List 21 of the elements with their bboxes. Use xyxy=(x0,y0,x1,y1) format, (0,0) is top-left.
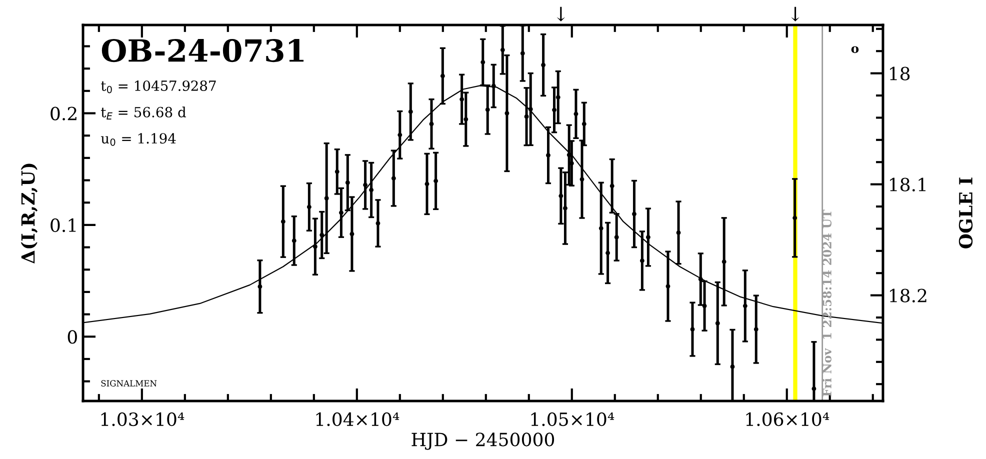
y-tick-label: 0.1 xyxy=(50,218,76,232)
y2-axis-title: OGLE I xyxy=(958,178,973,248)
y-axis-title: Δ(I,R,Z,U) xyxy=(20,164,38,264)
text: ↓ xyxy=(791,6,800,22)
y2-tick-label: 18 xyxy=(890,66,910,80)
annotation: t$_{0}$ = 10457.9287 xyxy=(101,80,216,94)
x-tick-label: 1.06×10⁴ xyxy=(746,412,830,426)
annotation: t$_{E}$ = 56.68 d xyxy=(101,106,186,120)
annotation: u$_{0}$ = 1.194 xyxy=(100,133,176,146)
text: ↓ xyxy=(556,6,565,22)
y2-tick-label: 18.2 xyxy=(890,288,926,302)
y-tick-label: 0.2 xyxy=(50,106,76,120)
x-tick-label: 1.05×10⁴ xyxy=(531,412,614,426)
x-tick-label: 1.04×10⁴ xyxy=(316,412,400,426)
y2-tick-label: 18.1 xyxy=(890,178,926,192)
x-axis-title: HJD − 2450000 xyxy=(412,432,554,450)
annotation: o xyxy=(851,46,859,54)
x-tick-label: 1.03×10⁴ xyxy=(101,412,184,426)
annotation: SIGNALMEN xyxy=(101,380,157,386)
chart-title: OB-24-0731 xyxy=(102,38,304,62)
y-tick-label: 0 xyxy=(68,330,77,344)
